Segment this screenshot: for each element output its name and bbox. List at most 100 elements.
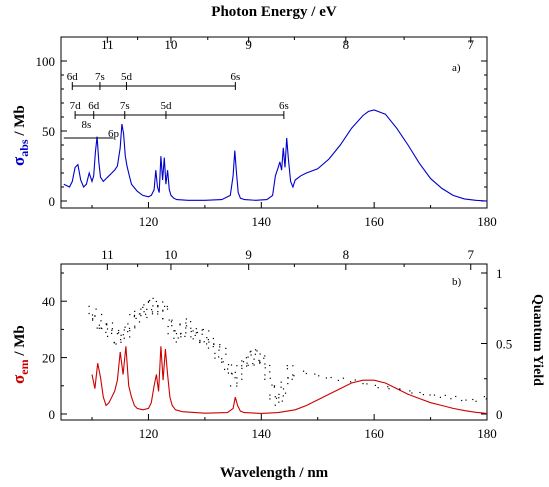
quantum-yield-point	[134, 310, 136, 312]
y2-tick-label-b: 0.5	[496, 337, 512, 352]
quantum-yield-point	[281, 400, 283, 402]
series-label: 8s	[82, 119, 92, 131]
quantum-yield-point	[180, 336, 182, 338]
y-tick-label-b: 0	[49, 407, 56, 422]
quantum-yield-point	[120, 341, 122, 343]
emission-line	[91, 346, 488, 414]
quantum-yield-point	[146, 308, 148, 310]
quantum-yield-point	[166, 308, 169, 310]
quantum-yield-point	[149, 299, 151, 302]
quantum-yield-point	[152, 305, 154, 307]
x-tick-label-a: 160	[364, 214, 384, 229]
quantum-yield-point	[247, 356, 249, 358]
quantum-yield-point	[286, 365, 288, 367]
quantum-yield-point	[206, 337, 208, 339]
quantum-yield-point	[88, 312, 90, 315]
quantum-yield-point	[236, 377, 238, 379]
top-tick-label-b: 10	[164, 247, 177, 262]
quantum-yield-point	[157, 311, 159, 313]
quantum-yield-point	[287, 383, 289, 385]
quantum-yield-point	[269, 394, 271, 396]
quantum-yield-point	[292, 365, 294, 367]
quantum-yield-point	[246, 362, 248, 364]
quantum-yield-point	[162, 318, 164, 320]
quantum-yield-point	[152, 297, 154, 299]
quantum-yield-point	[264, 355, 266, 357]
quantum-yield-point	[95, 308, 97, 310]
quantum-yield-point	[254, 353, 256, 355]
quantum-yield-point	[190, 330, 192, 333]
quantum-yield-point	[246, 365, 248, 367]
quantum-yield-point	[259, 360, 261, 362]
y-tick-label-a: 0	[49, 194, 56, 209]
quantum-yield-point	[264, 374, 266, 376]
quantum-yield-point	[88, 305, 90, 307]
quantum-yield-point	[230, 385, 232, 387]
quantum-yield-point	[123, 337, 125, 339]
quantum-yield-point	[411, 392, 413, 394]
quantum-yield-point	[106, 324, 108, 326]
quantum-yield-point	[167, 325, 169, 328]
series-label: 6d	[88, 100, 100, 112]
panel-b-frame	[60, 263, 488, 421]
quantum-yield-point	[113, 341, 115, 343]
quantum-yield-point	[472, 398, 474, 401]
panel-a-tag: a)	[452, 62, 461, 74]
quantum-yield-point	[241, 367, 243, 369]
quantum-yield-point	[129, 314, 131, 316]
series-label: 6p	[108, 128, 120, 140]
series-label: 7s	[120, 100, 130, 112]
top-tick-label-b: 11	[101, 247, 114, 262]
quantum-yield-point	[98, 327, 100, 329]
quantum-yield-point	[337, 379, 339, 381]
x-tick-label-a: 120	[139, 214, 159, 229]
quantum-yield-point	[201, 333, 203, 335]
quantum-yield-point	[433, 394, 436, 396]
quantum-yield-point	[111, 332, 113, 334]
quantum-yield-point	[241, 360, 243, 362]
quantum-yield-point	[134, 327, 136, 329]
top-tick-label-b: 7	[467, 247, 474, 262]
quantum-yield-point	[264, 378, 266, 380]
quantum-yield-point	[241, 378, 243, 380]
quantum-yield-point	[128, 327, 131, 329]
quantum-yield-point	[208, 341, 210, 343]
quantum-yield-point	[354, 379, 356, 381]
quantum-yield-point	[192, 338, 194, 340]
quantum-yield-point	[192, 330, 194, 332]
quantum-yield-point	[127, 323, 129, 325]
quantum-yield-point	[151, 309, 153, 311]
quantum-yield-point	[219, 344, 221, 346]
quantum-yield-point	[241, 365, 243, 367]
quantum-yield-point	[171, 319, 173, 321]
quantum-yield-point	[422, 394, 424, 396]
absorption-line	[63, 109, 488, 202]
quantum-yield-point	[225, 353, 227, 355]
quantum-yield-point	[175, 333, 178, 335]
quantum-yield-point	[105, 331, 107, 333]
quantum-yield-point	[485, 398, 487, 400]
quantum-yield-point	[115, 343, 117, 345]
quantum-yield-point	[219, 346, 221, 348]
quantum-yield-point	[173, 337, 175, 339]
quantum-yield-point	[236, 382, 238, 384]
quantum-yield-point	[124, 326, 126, 328]
top-tick-label-a: 7	[467, 37, 474, 52]
y-tick-label-a: 50	[42, 124, 55, 139]
quantum-yield-point	[269, 377, 271, 379]
quantum-yield-point	[286, 368, 288, 370]
quantum-yield-point	[98, 324, 100, 326]
quantum-yield-point	[207, 347, 210, 349]
quantum-yield-point	[245, 357, 247, 359]
quantum-yield-point	[107, 335, 109, 337]
quantum-yield-point	[106, 328, 109, 330]
quantum-yield-point	[174, 330, 176, 332]
quantum-yield-point	[236, 385, 238, 387]
quantum-yield-point	[157, 313, 159, 315]
quantum-yield-point	[96, 327, 98, 329]
series-label: 5d	[160, 100, 172, 112]
series-label: 6s	[279, 100, 289, 112]
quantum-yield-point	[241, 373, 243, 375]
quantum-yield-point	[199, 339, 201, 341]
top-tick-label-a: 9	[245, 37, 252, 52]
